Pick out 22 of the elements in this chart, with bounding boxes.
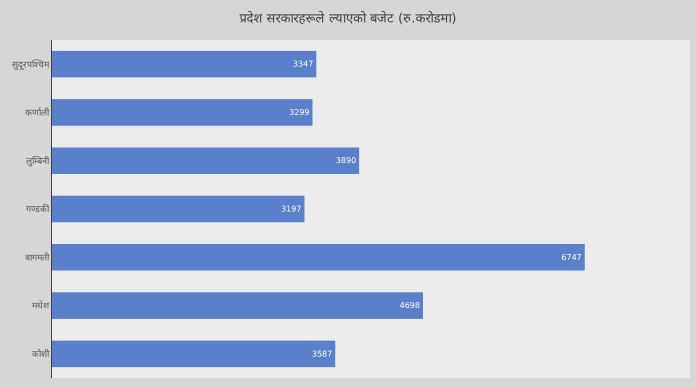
bar: [52, 50, 316, 78]
y-tick-label: बागमती: [25, 251, 50, 264]
data-label: 3890: [336, 156, 356, 166]
bar: [52, 147, 360, 174]
y-tick-label: मधेश: [32, 300, 50, 312]
data-label: 3299: [289, 108, 310, 117]
bar: [52, 196, 304, 222]
data-label: 3587: [312, 349, 332, 358]
data-label: 3347: [292, 60, 314, 69]
y-tick-label: लुम्बिनी: [26, 154, 50, 167]
bar: [52, 340, 336, 368]
bar: [52, 292, 423, 319]
y-tick-label: सुदूरपश्चिम: [12, 58, 50, 70]
data-label: 4698: [400, 301, 420, 310]
bar: [52, 244, 585, 271]
chart-title: प्रदेश सरकारहरूले ल्याएको बजेट (रु.करोडमा): [240, 10, 456, 27]
y-tick-label: गण्डकी: [26, 203, 50, 216]
bar: [52, 99, 312, 126]
y-tick-label: कोशी: [32, 348, 50, 360]
data-label: 3197: [281, 204, 302, 214]
y-tick-label: कर्णाली: [25, 106, 50, 119]
data-label: 6747: [561, 252, 582, 262]
